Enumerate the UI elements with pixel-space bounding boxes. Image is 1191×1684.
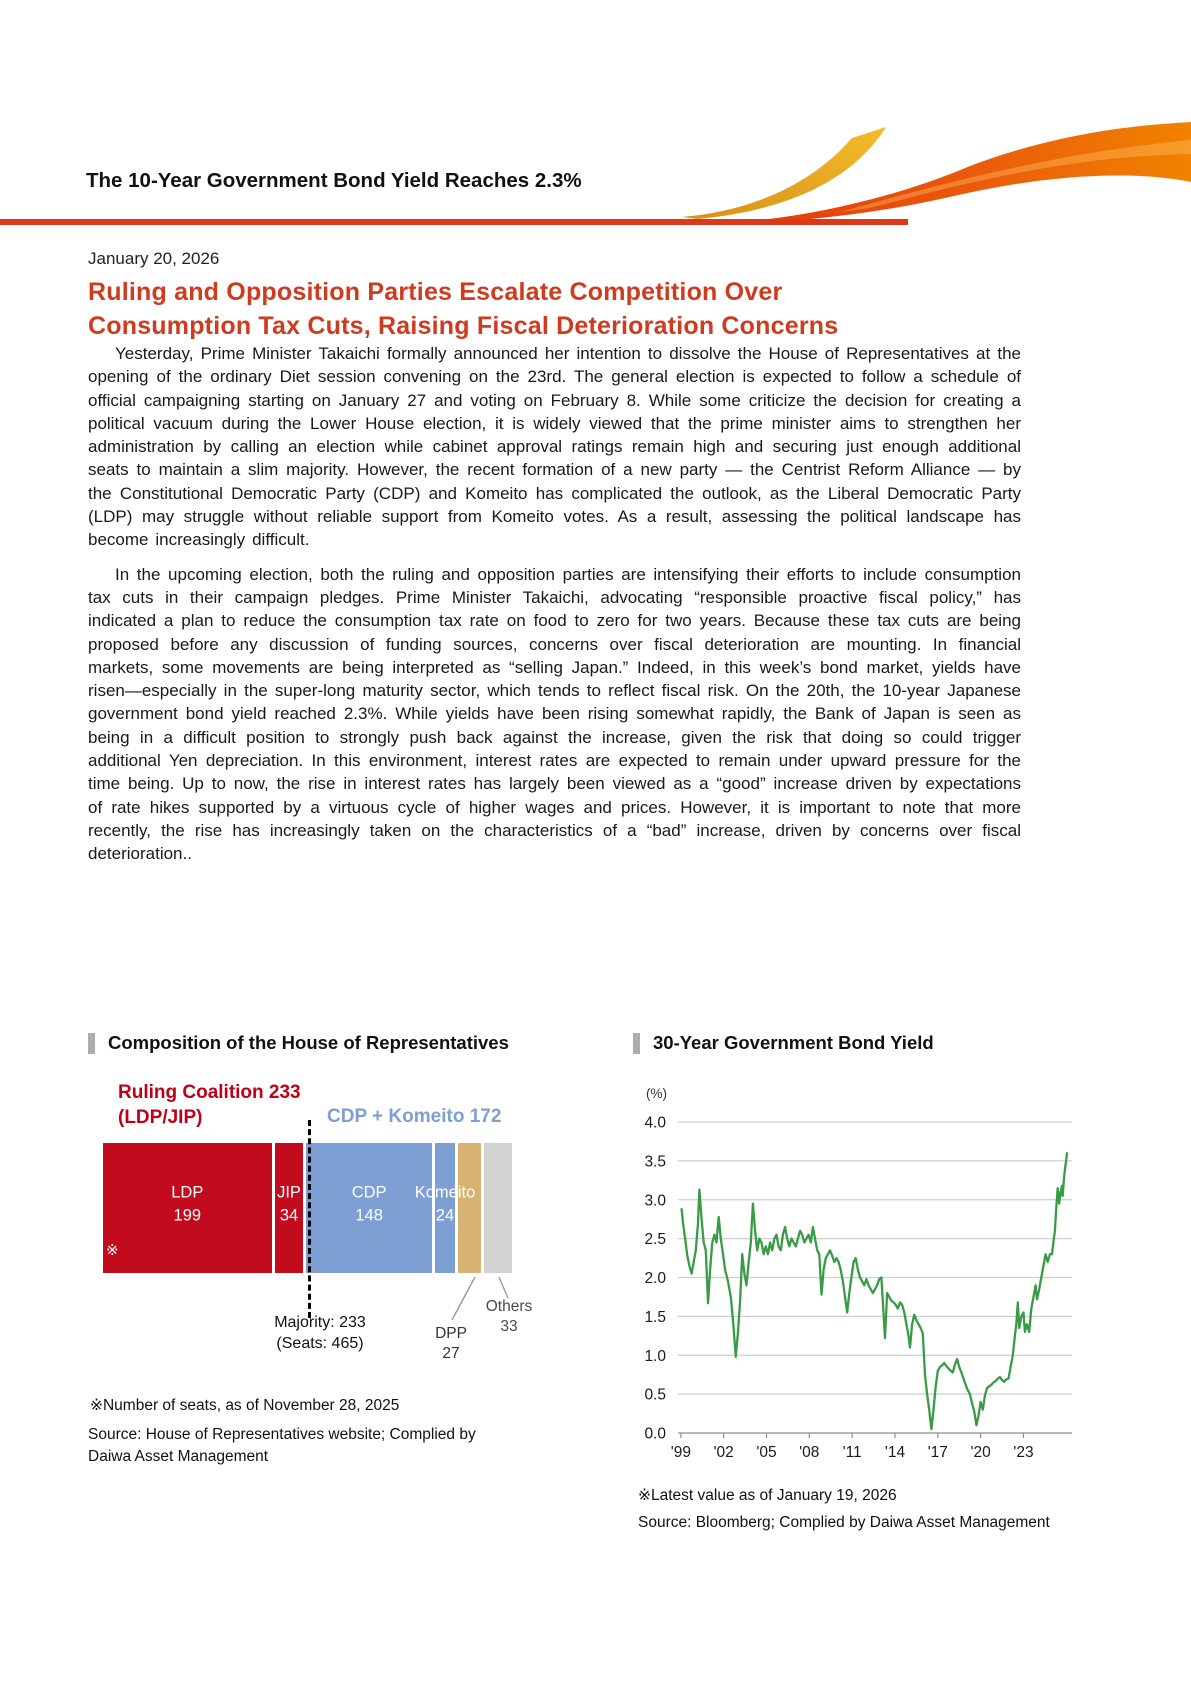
bar-footnote-mark: ※ xyxy=(106,1242,119,1259)
yield-chart-footnote: ※Latest value as of January 19, 2026 xyxy=(638,1487,897,1504)
cdp-komeito-label: CDP + Komeito 172 xyxy=(327,1106,502,1127)
swoosh-gold-shape xyxy=(682,127,886,219)
dpp-annotation-name: DPP xyxy=(435,1325,467,1342)
header-rule xyxy=(0,219,908,225)
seat-bar-segment-cdp: CDP 148 xyxy=(303,1143,432,1273)
majority-annotation: Majority: 233 (Seats: 465) xyxy=(245,1312,395,1354)
dpp-annotation: DPP 27 xyxy=(421,1324,481,1364)
seat-bar-segment-dpp xyxy=(455,1143,482,1273)
majority-annotation-line2: (Seats: 465) xyxy=(276,1335,364,1352)
others-annotation-seats: 33 xyxy=(500,1318,518,1335)
section-title-marker xyxy=(633,1032,640,1054)
yield-chart-source: Source: Bloomberg; Complied by Daiwa Ass… xyxy=(638,1514,1050,1531)
segment-label-ldp: LDP 199 xyxy=(171,1183,204,1225)
y-tick-label: 2.0 xyxy=(644,1270,666,1287)
y-axis-unit-label: (%) xyxy=(646,1086,667,1101)
article-body: Yesterday, Prime Minister Takaichi forma… xyxy=(88,342,1021,877)
paragraph-2: In the upcoming election, both the rulin… xyxy=(88,564,1021,864)
yield-chart-section-title: 30-Year Government Bond Yield xyxy=(633,1032,934,1054)
x-tick-label: '17 xyxy=(928,1444,948,1461)
ruling-coalition-label-line1: Ruling Coalition 233 xyxy=(118,1082,301,1103)
brand-swoosh-graphic xyxy=(682,122,1191,224)
segment-label-komeito: Komeito 24 xyxy=(414,1183,476,1225)
others-annotation: Others 33 xyxy=(479,1297,539,1337)
x-tick-label: '23 xyxy=(1013,1444,1033,1461)
seat-chart-section-title: Composition of the House of Representati… xyxy=(88,1032,509,1054)
y-tick-label: 3.5 xyxy=(644,1153,666,1170)
y-tick-label: 2.5 xyxy=(644,1231,666,1248)
majority-annotation-line1: Majority: 233 xyxy=(274,1314,366,1331)
x-tick-label: '02 xyxy=(714,1444,734,1461)
x-tick-label: '05 xyxy=(756,1444,776,1461)
y-tick-label: 1.5 xyxy=(644,1309,666,1326)
yield-line-chart: 4.0 3.5 3.0 2.5 2.0 1.5 1.0 0.5 0.0 '99 '02 '05 '08 '… xyxy=(644,1115,1072,1461)
section-title-marker xyxy=(88,1032,95,1054)
y-tick-label: 4.0 xyxy=(644,1115,666,1132)
x-tick-label: '99 xyxy=(671,1444,691,1461)
x-tick-label: '14 xyxy=(885,1444,906,1461)
x-tick-label: '11 xyxy=(843,1444,862,1461)
seat-chart-source-line1: Source: House of Representatives website… xyxy=(88,1426,476,1443)
y-tick-label: 1.0 xyxy=(644,1348,666,1365)
seat-chart-source: Source: House of Representatives website… xyxy=(88,1424,476,1468)
yield-line-series xyxy=(680,1151,1069,1431)
paragraph-1: Yesterday, Prime Minister Takaichi forma… xyxy=(88,344,1021,550)
others-annotation-name: Others xyxy=(485,1298,533,1315)
seat-chart-source-line2: Daiwa Asset Management xyxy=(88,1448,269,1465)
segment-label-cdp: CDP 148 xyxy=(351,1183,387,1225)
segment-label-jip: JIP 34 xyxy=(277,1183,301,1225)
seat-chart-footnote: ※Number of seats, as of November 28, 202… xyxy=(90,1397,400,1414)
ruling-coalition-label: Ruling Coalition 233 (LDP/JIP) xyxy=(118,1080,301,1130)
article-headline: Ruling and Opposition Parties Escalate C… xyxy=(88,275,838,343)
others-connector-line xyxy=(498,1276,509,1299)
seat-bar-segment-jip: JIP 34 xyxy=(271,1143,304,1273)
ruling-coalition-label-line2: (LDP/JIP) xyxy=(118,1107,203,1128)
dpp-connector-line xyxy=(451,1276,476,1321)
article-date: January 20, 2026 xyxy=(88,249,220,268)
x-tick-label: '08 xyxy=(799,1444,819,1461)
seat-composition-bar: LDP 199 JIP 34 CDP 148 Komeito 24 xyxy=(103,1143,512,1273)
swoosh-highlight-shape xyxy=(840,140,1191,212)
banner-title: The 10-Year Government Bond Yield Reache… xyxy=(86,169,582,192)
headline-line1: Ruling and Opposition Parties Escalate C… xyxy=(88,278,783,306)
seat-bar-segment-komeito: Komeito 24 xyxy=(415,1143,475,1273)
x-tick-label: '20 xyxy=(971,1444,992,1461)
swoosh-orange-shape xyxy=(704,122,1191,224)
annotation-connector-lines xyxy=(451,1276,509,1321)
majority-threshold-line xyxy=(307,1120,311,1318)
y-tick-label: 0.0 xyxy=(644,1426,666,1443)
seat-bar-segment-others xyxy=(481,1143,512,1273)
seat-chart-title-text: Composition of the House of Representati… xyxy=(108,1032,509,1053)
yield-chart-title-text: 30-Year Government Bond Yield xyxy=(653,1032,934,1053)
y-tick-label: 3.0 xyxy=(644,1192,666,1209)
y-tick-label: 0.5 xyxy=(644,1387,666,1404)
headline-line2: Consumption Tax Cuts, Raising Fiscal Det… xyxy=(88,312,839,340)
seat-bar-segment-ldp: LDP 199 xyxy=(103,1143,272,1273)
dpp-annotation-seats: 27 xyxy=(442,1345,460,1362)
